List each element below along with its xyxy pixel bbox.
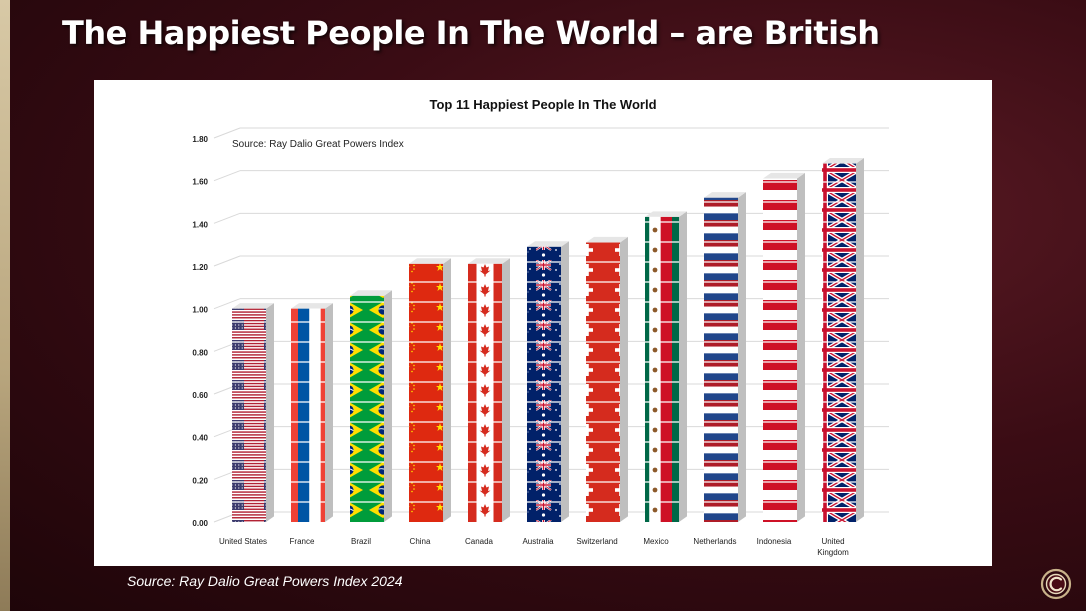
bar-us <box>232 303 274 522</box>
bar-top-face <box>350 290 392 296</box>
bar-fr <box>291 303 333 522</box>
x-tick-label: Indonesia <box>757 537 792 546</box>
y-tick-label: 1.40 <box>192 220 208 229</box>
bar-side-face <box>502 258 510 522</box>
bar-front-face <box>645 216 679 522</box>
y-tick-label: 0.20 <box>192 476 208 485</box>
slide-title: The Happiest People In The World – are B… <box>62 14 880 52</box>
bar-front-face <box>822 163 856 522</box>
bar-side-face <box>679 211 687 523</box>
bar-front-face <box>704 197 738 522</box>
bar-top-face <box>468 258 510 264</box>
x-tick-label: United Kingdom <box>817 537 849 557</box>
bar-front-face <box>409 263 443 522</box>
bar-top-face <box>645 211 687 217</box>
bar-top-face <box>527 241 569 247</box>
bars <box>232 158 864 523</box>
y-tick-label: 1.20 <box>192 263 208 272</box>
chart-panel: Top 11 Happiest People In The World Sour… <box>94 80 992 566</box>
bar-front-face <box>468 263 502 522</box>
bar-cn <box>409 258 451 522</box>
x-axis: United States France Brazil China Canada Aust… <box>219 537 849 557</box>
bar-side-face <box>384 290 392 522</box>
y-tick-label: 1.60 <box>192 178 208 187</box>
y-tick-label: 0.00 <box>192 519 208 528</box>
bar-side-face <box>561 241 569 522</box>
gridline-slant <box>213 255 241 267</box>
y-tick-label: 0.60 <box>192 391 208 400</box>
gridline-slant <box>213 212 241 224</box>
chart-title: Top 11 Happiest People In The World <box>429 97 656 112</box>
bar-front-face <box>291 308 325 522</box>
x-tick-label: United States <box>219 537 267 546</box>
x-tick-label: China <box>410 537 431 546</box>
left-accent-strip <box>0 0 10 611</box>
bar-side-face <box>797 172 805 522</box>
bar-front-face <box>763 178 797 522</box>
x-tick-label: Switzerland <box>576 537 617 546</box>
bar-side-face <box>620 236 628 522</box>
bar-front-face <box>527 246 561 523</box>
gridline-slant <box>213 127 241 139</box>
bar-chart: Top 11 Happiest People In The World Sour… <box>192 97 889 557</box>
x-tick-label: France <box>290 537 315 546</box>
bar-ch <box>586 236 628 523</box>
x-tick-label: Canada <box>465 537 494 546</box>
bar-side-face <box>738 192 746 522</box>
y-tick-label: 0.40 <box>192 434 208 443</box>
brand-circle-logo-icon <box>1040 568 1072 600</box>
bar-top-face <box>291 303 333 309</box>
bar-side-face <box>266 303 274 522</box>
x-tick-label: Netherlands <box>693 537 736 546</box>
bar-side-face <box>443 258 451 522</box>
bar-mx <box>645 211 687 523</box>
x-tick-label: Australia <box>522 537 554 546</box>
bar-nl <box>704 192 746 522</box>
x-tick-label: Mexico <box>643 537 669 546</box>
bar-front-face <box>232 308 266 522</box>
bar-ca <box>468 258 510 522</box>
y-axis: 0.00 0.20 0.40 0.60 0.80 1.00 1.20 1.40 1.60 1.80 <box>192 135 208 528</box>
bar-top-face <box>822 158 864 164</box>
source-caption: Source: Ray Dalio Great Powers Index 202… <box>127 573 403 589</box>
bar-front-face <box>350 295 384 522</box>
bar-id <box>763 172 805 522</box>
y-tick-label: 1.00 <box>192 306 208 315</box>
bar-side-face <box>325 303 333 522</box>
gridline-slant <box>213 298 241 310</box>
bar-side-face <box>856 158 864 522</box>
bar-top-face <box>232 303 274 309</box>
y-tick-label: 1.80 <box>192 135 208 144</box>
bar-top-face <box>586 236 628 243</box>
bar-top-face <box>704 192 746 198</box>
bar-br <box>350 290 392 522</box>
y-tick-label: 0.80 <box>192 348 208 357</box>
gridline-slant <box>213 170 241 182</box>
chart-source-annotation: Source: Ray Dalio Great Powers Index <box>232 139 404 150</box>
bar-top-face <box>763 172 805 179</box>
x-tick-label: Brazil <box>351 537 371 546</box>
bar-gb <box>822 158 864 522</box>
bar-top-face <box>409 258 451 264</box>
bar-au <box>527 241 569 523</box>
